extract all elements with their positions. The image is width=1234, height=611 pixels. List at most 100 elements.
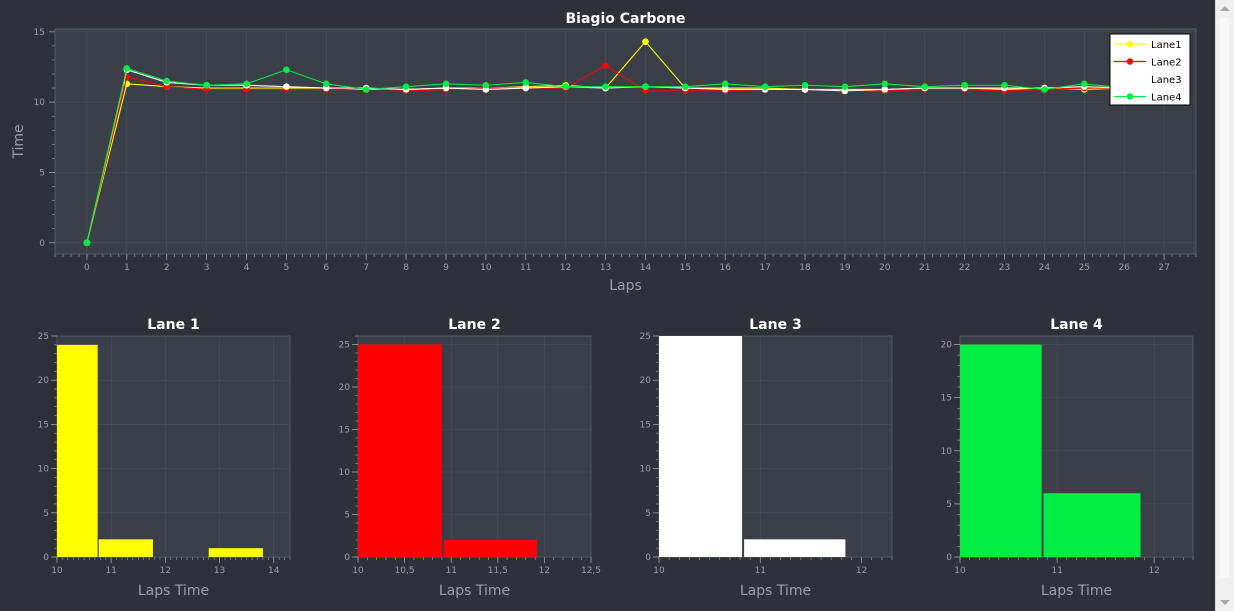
data-point	[522, 84, 530, 92]
legend-label: Lane2	[1151, 58, 1182, 69]
x-tick-label: 11	[1051, 566, 1062, 576]
x-tick-label: 7	[363, 263, 369, 273]
x-tick-label: 12	[560, 263, 571, 273]
x-tick-label: 14	[268, 566, 280, 576]
x-tick-label: 12	[856, 566, 867, 576]
data-point	[642, 83, 649, 90]
data-point	[841, 83, 849, 90]
x-tick-label: 11,5	[488, 566, 508, 576]
legend-label: Lane1	[1151, 40, 1182, 51]
x-tick-label: 6	[323, 263, 329, 273]
y-tick-label: 0	[645, 553, 651, 563]
histogram-bar	[1043, 493, 1141, 557]
data-point	[721, 80, 729, 88]
legend-item-lane1: Lane1	[1114, 40, 1182, 51]
data-point	[562, 83, 569, 90]
histogram-bar	[960, 344, 1042, 557]
lane-2-histogram: Lane 2 0 5 10 15 20 25 10 10,5 11 11,5 12 12,5 Laps T…	[339, 317, 601, 599]
x-tick-label: 11	[105, 566, 116, 576]
series-lane4	[83, 65, 1128, 247]
data-point	[283, 83, 290, 90]
x-tick-label: 19	[839, 263, 851, 273]
legend-marker	[1126, 40, 1134, 48]
legend-item-lane4: Lane4	[1114, 93, 1182, 104]
histogram-bar	[659, 336, 743, 557]
y-tick-label: 0	[946, 553, 952, 563]
x-tick-label: 10	[653, 566, 665, 576]
y-tick-label: 5	[39, 168, 45, 178]
vertical-scrollbar[interactable]	[1215, 0, 1234, 611]
y-tick-label: 5	[43, 509, 49, 519]
data-point	[682, 83, 689, 90]
data-point	[761, 83, 769, 90]
y-axis-label: Time	[11, 124, 27, 159]
x-tick-label: 2	[164, 263, 170, 273]
data-point	[243, 80, 250, 88]
scroll-down-arrow-icon[interactable]	[1220, 600, 1230, 605]
x-axis-label: Laps Time	[740, 583, 811, 599]
data-point	[602, 83, 609, 90]
x-tick-label: 10	[480, 263, 492, 273]
data-point	[602, 62, 609, 69]
y-tick-label: 20	[38, 376, 50, 386]
x-axis-label: Laps Time	[138, 583, 209, 599]
y-tick-label: 15	[640, 420, 651, 430]
y-tick-label: 25	[38, 332, 49, 342]
data-point	[721, 86, 729, 93]
y-tick-label: 25	[640, 332, 651, 342]
x-tick-label: 27	[1158, 263, 1169, 273]
y-tick-label: 10	[38, 465, 50, 475]
scroll-thumb[interactable]	[1220, 18, 1229, 578]
data-point	[1041, 86, 1048, 93]
lane-3-histogram: Lane 3 0 5 10 15 20 25 10 11 12 Laps Time	[640, 317, 893, 599]
y-tick-label: 10	[941, 447, 953, 457]
x-tick-label: 8	[403, 263, 409, 273]
x-tick-label: 13	[600, 263, 611, 273]
legend-marker	[1126, 75, 1134, 83]
x-tick-label: 0	[84, 263, 90, 273]
legend-item-lane3: Lane3	[1114, 75, 1182, 86]
histogram-bar	[98, 539, 153, 557]
x-tick-label: 15	[680, 263, 691, 273]
x-tick-label: 18	[799, 263, 811, 273]
histogram-bar	[208, 548, 263, 557]
x-tick-label: 11	[520, 263, 531, 273]
y-tick-label: 5	[946, 500, 952, 510]
x-tick-label: 21	[919, 263, 930, 273]
legend-marker	[1126, 93, 1134, 100]
data-point	[83, 239, 91, 247]
histogram-title: Lane 2	[448, 317, 500, 333]
data-point	[203, 81, 210, 89]
y-tick-label: 10	[339, 468, 351, 478]
legend-label: Lane3	[1151, 75, 1182, 86]
x-tick-label: 16	[720, 263, 732, 273]
x-tick-label: 26	[1118, 263, 1130, 273]
data-point	[522, 79, 530, 86]
x-tick-label: 12	[1148, 566, 1159, 576]
x-tick-label: 3	[204, 263, 210, 273]
x-axis-label: Laps Time	[1041, 583, 1112, 599]
scroll-up-arrow-icon[interactable]	[1220, 6, 1230, 11]
x-tick-label: 23	[999, 263, 1010, 273]
x-tick-label: 22	[959, 263, 970, 273]
data-point	[123, 65, 131, 72]
x-tick-label: 10	[352, 566, 364, 576]
x-tick-label: 25	[1079, 263, 1090, 273]
y-tick-label: 10	[640, 465, 652, 475]
y-tick-label: 0	[43, 553, 49, 563]
x-tick-label: 24	[1039, 263, 1051, 273]
data-point	[163, 77, 171, 85]
data-point	[961, 81, 968, 89]
data-point	[1001, 81, 1008, 89]
data-point	[642, 38, 649, 45]
data-point	[362, 86, 370, 93]
legend-label: Lane4	[1151, 93, 1182, 104]
x-tick-label: 12	[539, 566, 550, 576]
x-tick-label: 10,5	[395, 566, 415, 576]
y-tick-label: 5	[645, 509, 651, 519]
y-tick-label: 15	[38, 420, 49, 430]
x-tick-label: 13	[214, 566, 225, 576]
histogram-bar	[57, 344, 98, 557]
